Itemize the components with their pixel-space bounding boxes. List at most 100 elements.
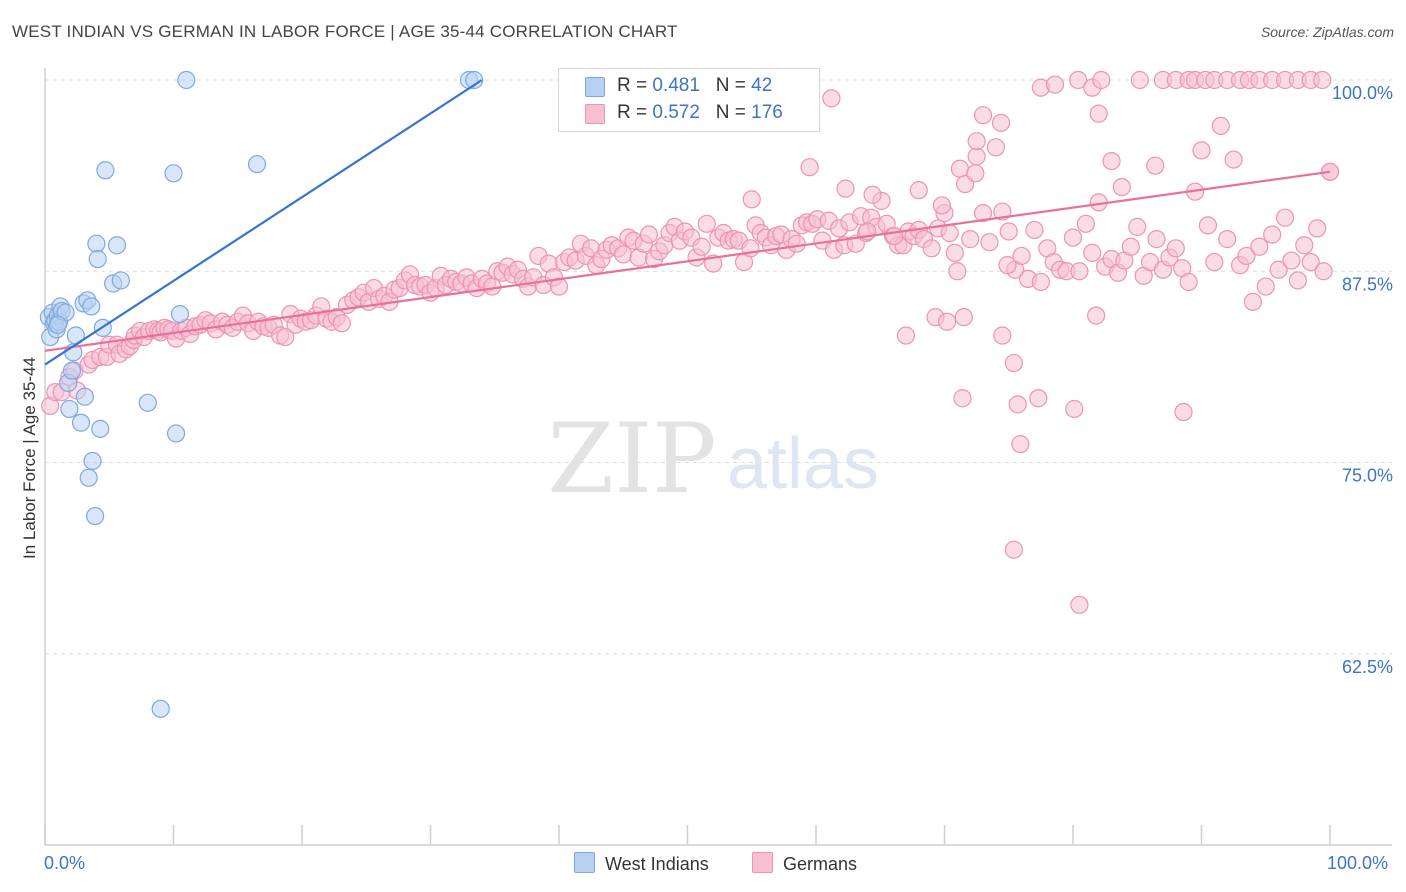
- r-label: R =: [617, 102, 648, 123]
- germans-legend-label: Germans: [783, 854, 858, 874]
- west-indians-point-23: [86, 506, 105, 526]
- germans-point-259: [932, 196, 952, 215]
- germans-point-266: [1069, 70, 1088, 90]
- germans-point-194: [1070, 262, 1089, 281]
- germans-point-260: [966, 164, 985, 183]
- germans-legend-swatch: [752, 852, 773, 873]
- germans-point-256: [863, 185, 882, 204]
- germans-point-100: [549, 277, 569, 296]
- germans-point-174: [945, 243, 964, 262]
- germans-point-187: [1025, 220, 1044, 240]
- germans-point-249: [953, 389, 972, 408]
- germans-point-262: [973, 106, 993, 125]
- west-indians-r-value: 0.481: [652, 75, 700, 96]
- germans-point-218: [1224, 150, 1243, 169]
- west-indians-point-28: [96, 161, 115, 180]
- germans-point-232: [1314, 262, 1333, 281]
- germans-point-226: [1275, 208, 1295, 227]
- source-label: Source: ZipAtlas.com: [1260, 24, 1394, 40]
- germans-point-209: [1166, 239, 1185, 258]
- west-indians-points: [39, 70, 484, 718]
- germans-point-288: [1313, 70, 1332, 90]
- germans-point-213: [1192, 141, 1211, 160]
- germans-point-231: [1308, 219, 1327, 238]
- germans-point-206: [1147, 230, 1166, 249]
- germans-point-188: [1031, 272, 1050, 292]
- germans-point-215: [1205, 252, 1224, 272]
- germans-point-193: [1063, 228, 1083, 247]
- y-tick-labels: 62.5% 75.0% 87.5% 100.0%: [1332, 83, 1393, 677]
- west-indians-point-37: [177, 70, 196, 90]
- germans-point-180: [980, 233, 999, 252]
- germans-point-225: [1269, 260, 1288, 279]
- germans-point-175: [950, 159, 970, 178]
- germans-point-247: [1070, 595, 1089, 614]
- x-tick-label-max: 100.0%: [1327, 853, 1389, 873]
- west-indians-swatch: [585, 77, 605, 97]
- germans-point-243: [1004, 540, 1023, 559]
- germans-point-239: [998, 256, 1017, 275]
- west-indians-point-21: [82, 297, 101, 316]
- west-indians-point-35: [166, 424, 186, 443]
- germans-point-270: [1102, 151, 1121, 171]
- germans-point-177: [961, 230, 980, 249]
- germans-point-263: [991, 113, 1011, 132]
- west-indians-point-16: [71, 413, 91, 432]
- germans-n-value: 176: [751, 102, 783, 123]
- west-indians-point-20: [79, 468, 98, 487]
- west-indians-point-36: [170, 304, 190, 324]
- germans-point-185: [1012, 246, 1031, 266]
- west-indians-point-12: [60, 399, 79, 419]
- y-tick-label-2: 87.5%: [1342, 274, 1393, 294]
- watermark-zip: ZIP: [547, 403, 716, 515]
- germans-point-214: [1198, 216, 1218, 235]
- germans-point-241: [1004, 353, 1023, 373]
- bottom-legend-germans: Germans: [752, 852, 857, 875]
- west-indians-point-32: [138, 393, 157, 412]
- x-tick-label-min: 0.0%: [44, 853, 86, 873]
- west-indians-point-30: [107, 236, 127, 255]
- germans-point-228: [1288, 271, 1307, 290]
- germans-point-245: [1065, 399, 1084, 419]
- west-indians-n-value: 42: [751, 75, 773, 96]
- germans-point-251: [836, 179, 855, 198]
- germans-point-179: [973, 204, 993, 223]
- germans-point-223: [1256, 277, 1275, 296]
- germans-point-221: [1243, 292, 1263, 311]
- germans-point-273: [1146, 156, 1165, 175]
- germans-point-183: [999, 222, 1018, 241]
- west-indians-legend-label: West Indians: [605, 854, 709, 874]
- germans-point-244: [1029, 389, 1048, 408]
- germans-swatch: [585, 104, 605, 124]
- germans-point-178: [967, 147, 986, 166]
- germans-point-117: [639, 225, 659, 244]
- germans-points: [41, 70, 1340, 614]
- germans-point-195: [1076, 214, 1095, 233]
- germans-point-234: [896, 326, 916, 345]
- watermark: ZIP atlas: [547, 403, 879, 515]
- germans-point-265: [1045, 75, 1065, 94]
- west-indians-point-22: [83, 451, 102, 471]
- west-indians-point-34: [164, 164, 183, 183]
- axes: [44, 68, 1392, 846]
- west-indians-point-33: [151, 699, 170, 718]
- bottom-legend-west-indians: West Indians: [574, 852, 709, 875]
- germans-point-258: [909, 181, 928, 200]
- germans-point-217: [1218, 230, 1237, 249]
- germans-point-253: [742, 190, 761, 209]
- west-indians-point-38: [247, 155, 267, 174]
- germans-point-268: [1089, 104, 1108, 123]
- y-tick-label-0: 62.5%: [1342, 657, 1393, 677]
- germans-point-224: [1263, 225, 1282, 244]
- trend-lines: [44, 79, 1331, 366]
- germans-point-240: [993, 326, 1012, 345]
- germans-point-242: [1011, 435, 1030, 454]
- germans-point-238: [948, 262, 967, 281]
- germans-point-252: [800, 158, 819, 177]
- germans-point-222: [1250, 237, 1269, 256]
- germans-point-236: [937, 312, 957, 331]
- west-indians-point-25: [88, 249, 107, 269]
- germans-point-47: [276, 327, 295, 347]
- west-indians-point-40: [465, 70, 484, 90]
